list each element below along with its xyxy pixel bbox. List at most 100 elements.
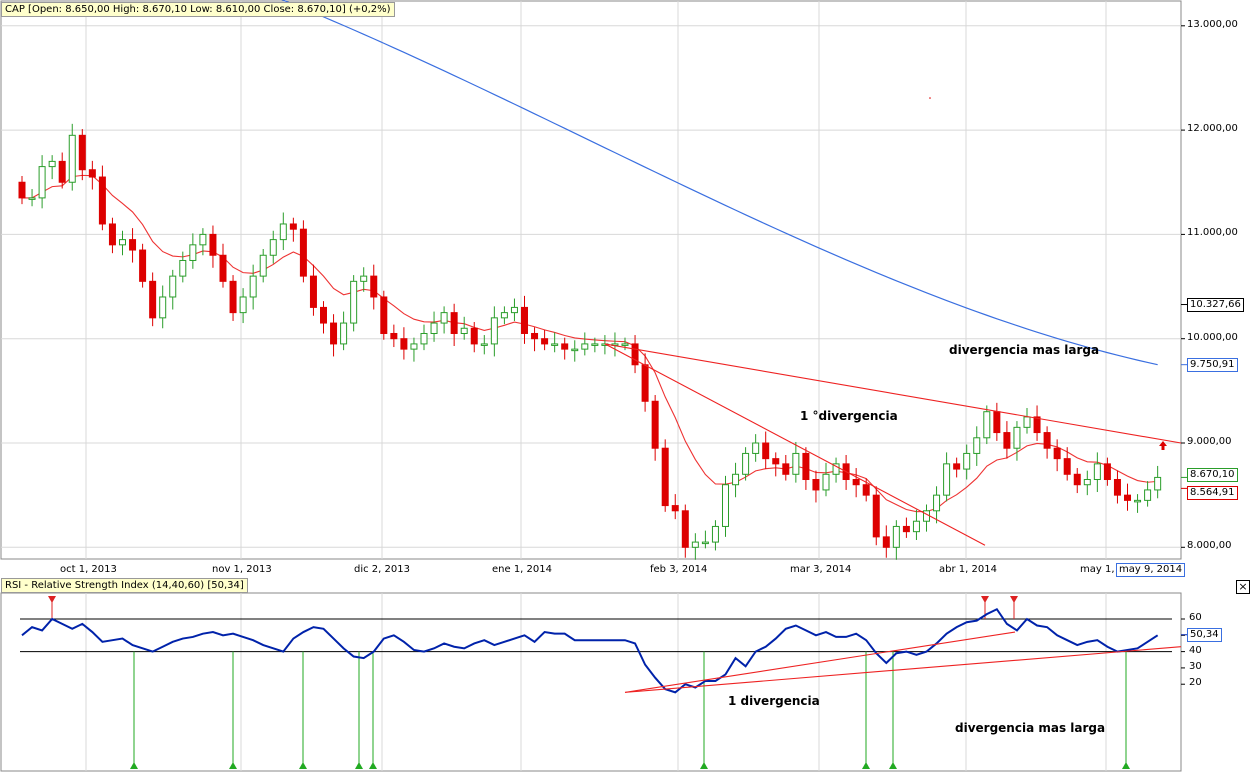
- candle-body: [38, 166, 46, 199]
- candle-body: [621, 343, 629, 346]
- candles-group: [18, 123, 1162, 560]
- annotation-1-divergencia-price: 1 °divergencia: [800, 409, 898, 423]
- candle-body: [762, 442, 770, 460]
- candle-body: [370, 275, 378, 298]
- candle-body: [1093, 463, 1101, 481]
- rsi-close-button[interactable]: ×: [1236, 580, 1250, 594]
- candle-body: [18, 181, 26, 199]
- candle-body: [209, 233, 217, 256]
- candle-body: [1033, 416, 1041, 434]
- candle-body: [732, 473, 740, 486]
- candle-body: [872, 494, 880, 538]
- candle-body: [631, 343, 639, 366]
- candle-body: [812, 479, 820, 491]
- rsi-buy-signal-marker: [889, 762, 897, 769]
- price-header: CAP [Open: 8.650,00 High: 8.670,10 Low: …: [1, 2, 395, 17]
- candle-body: [691, 541, 699, 548]
- candle-body: [772, 458, 780, 465]
- stray-marker-dot: [929, 97, 931, 99]
- candle-body: [581, 343, 589, 350]
- candle-body: [953, 463, 961, 470]
- rsi-header: RSI - Relative Strength Index (14,40,60)…: [1, 578, 248, 593]
- rsi-panel-frame: [0, 592, 1182, 772]
- candle-body: [48, 160, 56, 168]
- candle-body: [58, 160, 66, 183]
- candle-body: [249, 275, 257, 298]
- candle-body: [882, 536, 890, 548]
- candle-body: [822, 473, 830, 491]
- candle-body: [159, 296, 167, 319]
- candle-body: [711, 525, 719, 543]
- candle-body: [641, 364, 649, 402]
- price-y-tick-label: 13.000,00: [1187, 18, 1238, 30]
- rsi-y-tick-label: 60: [1189, 612, 1202, 623]
- candle-body: [108, 223, 116, 246]
- candle-body: [98, 176, 106, 225]
- candle-body: [792, 452, 800, 475]
- candle-body: [973, 437, 981, 454]
- candle-body: [802, 452, 810, 481]
- candle-body: [410, 343, 418, 350]
- rsi-buy-signal-marker: [369, 762, 377, 769]
- candle-body: [722, 484, 729, 527]
- candle-body: [450, 312, 458, 334]
- ohlc-label: [Open: 8.650,00 High: 8.670,10 Low: 8.61…: [28, 4, 391, 15]
- price-badge: 10.327,66: [1187, 297, 1244, 312]
- x-tick-label: ene 1, 2014: [492, 564, 552, 575]
- candle-body: [88, 169, 96, 178]
- candle-body: [852, 479, 860, 486]
- candle-body: [551, 343, 559, 346]
- candle-body: [1053, 447, 1061, 460]
- candle-body: [139, 249, 147, 282]
- symbol-label: CAP: [5, 4, 25, 15]
- candle-body: [1073, 473, 1081, 486]
- candle-body: [1083, 479, 1091, 486]
- candle-body: [782, 463, 790, 475]
- x-tick-label: dic 2, 2013: [354, 564, 410, 575]
- candle-body: [229, 280, 237, 314]
- candle-body: [400, 338, 408, 350]
- candle-body: [119, 239, 126, 246]
- candle-body: [1043, 432, 1051, 449]
- candle-body: [420, 332, 428, 345]
- candle-body: [500, 312, 508, 319]
- candle-body: [169, 275, 177, 298]
- rsi-buy-signal-marker: [1122, 762, 1130, 769]
- candle-body: [480, 343, 488, 346]
- candle-body: [510, 306, 518, 314]
- price-panel-frame: [0, 0, 1182, 560]
- rsi-y-tick-label: 40: [1189, 644, 1202, 656]
- x-tick-label: feb 3, 2014: [650, 564, 708, 575]
- price-badge: 8.564,91: [1187, 486, 1238, 501]
- rsi-y-tick-label: 30: [1189, 660, 1202, 672]
- x-tick-label: abr 1, 2014: [939, 564, 997, 575]
- candle-body: [571, 348, 579, 352]
- candle-body: [963, 452, 971, 470]
- long-moving-average-line: [281, 0, 1158, 366]
- candle-body: [289, 223, 297, 230]
- candle-body: [199, 233, 207, 246]
- candle-body: [1003, 432, 1011, 449]
- rsi-sell-signal-marker: [981, 596, 989, 603]
- candle-body: [1013, 426, 1021, 449]
- candle-body: [1154, 476, 1162, 491]
- annotation-divergencia-mas-larga-price: divergencia mas larga: [949, 343, 1100, 357]
- candle-body: [943, 463, 951, 496]
- rsi-sell-signal-marker: [48, 596, 56, 603]
- candle-body: [1023, 416, 1031, 428]
- candle-body: [701, 541, 709, 545]
- annotation-1-divergencia-rsi: 1 divergencia: [728, 694, 820, 708]
- price-y-tick-label: 8.000,00: [1187, 540, 1232, 552]
- rsi-buy-signal-marker: [299, 762, 307, 769]
- candle-body: [902, 525, 910, 533]
- candle-body: [239, 296, 247, 314]
- rsi-sell-signal-marker: [1010, 596, 1018, 603]
- candle-body: [1113, 479, 1121, 496]
- candle-body: [340, 322, 348, 345]
- candle-body: [470, 327, 478, 345]
- price-y-tick-label: 10.000,00: [1187, 331, 1238, 343]
- x-tick-label: nov 1, 2013: [212, 564, 272, 575]
- candle-body: [892, 525, 900, 548]
